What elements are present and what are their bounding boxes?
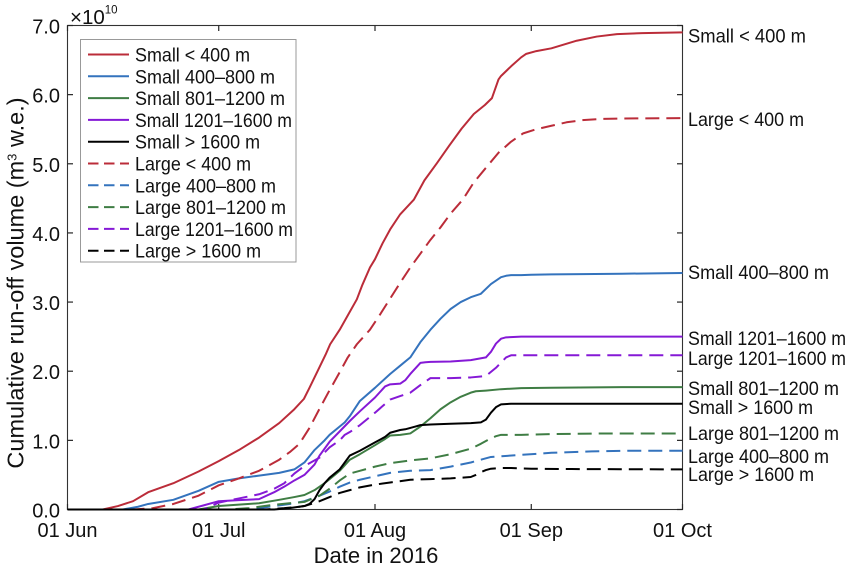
- svg-text:Small 1201–1600 m: Small 1201–1600 m: [135, 110, 292, 132]
- svg-text:Small 801–1200 m: Small 801–1200 m: [135, 88, 285, 110]
- svg-text:Large 801–1200 m: Large 801–1200 m: [135, 197, 286, 219]
- svg-text:Small 1201–1600 m: Small 1201–1600 m: [688, 328, 846, 350]
- svg-text:2.0: 2.0: [32, 362, 60, 384]
- svg-text:Large < 400 m: Large < 400 m: [688, 109, 804, 131]
- svg-text:Small < 400 m: Small < 400 m: [135, 45, 250, 67]
- svg-text:Large 400–800 m: Large 400–800 m: [688, 446, 829, 468]
- svg-text:Small 400–800 m: Small 400–800 m: [688, 262, 829, 284]
- svg-text:Small < 400 m: Small < 400 m: [688, 26, 806, 48]
- svg-text:01 Jul: 01 Jul: [192, 520, 245, 542]
- svg-text:Large > 1600 m: Large > 1600 m: [135, 241, 261, 263]
- svg-text:01 Jun: 01 Jun: [37, 520, 97, 542]
- svg-text:Large 801–1200 m: Large 801–1200 m: [688, 423, 839, 445]
- svg-text:1.0: 1.0: [32, 431, 60, 453]
- svg-text:Small 801–1200 m: Small 801–1200 m: [688, 378, 839, 400]
- svg-text:Cumulative run-off volume (m3: Cumulative run-off volume (m3 w.e.): [3, 97, 29, 468]
- svg-text:7.0: 7.0: [32, 17, 60, 39]
- svg-text:Small > 1600 m: Small > 1600 m: [688, 397, 813, 419]
- svg-text:Date in 2016: Date in 2016: [314, 543, 439, 568]
- svg-text:Large 400–800 m: Large 400–800 m: [135, 175, 276, 197]
- svg-text:4.0: 4.0: [32, 224, 60, 246]
- svg-text:01 Aug: 01 Aug: [344, 520, 406, 542]
- svg-text:Large 1201–1600 m: Large 1201–1600 m: [688, 348, 846, 370]
- svg-text:01 Sep: 01 Sep: [500, 520, 563, 542]
- svg-text:5.0: 5.0: [32, 155, 60, 177]
- svg-text:Large 1201–1600 m: Large 1201–1600 m: [135, 219, 293, 241]
- svg-text:Small 400–800 m: Small 400–800 m: [135, 66, 275, 88]
- svg-text:Small > 1600 m: Small > 1600 m: [135, 132, 260, 154]
- svg-text:3.0: 3.0: [32, 293, 60, 315]
- svg-text:Large < 400 m: Large < 400 m: [135, 154, 251, 176]
- svg-text:6.0: 6.0: [32, 86, 60, 108]
- svg-text:01 Oct: 01 Oct: [653, 520, 712, 542]
- svg-text:0.0: 0.0: [32, 501, 60, 523]
- svg-text:Large > 1600 m: Large > 1600 m: [688, 464, 814, 486]
